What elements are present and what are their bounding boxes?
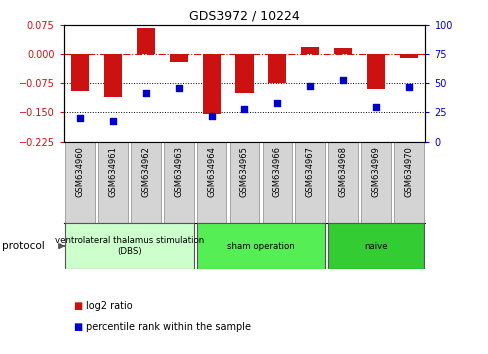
Text: GSM634962: GSM634962	[141, 146, 150, 196]
Bar	[235, 54, 253, 93]
Bar	[65, 142, 95, 223]
Bar	[328, 223, 423, 269]
Text: GSM634969: GSM634969	[371, 146, 380, 196]
Bar	[262, 142, 292, 223]
Point	[109, 118, 117, 124]
Bar	[393, 142, 423, 223]
Text: protocol: protocol	[2, 241, 45, 251]
Text: GSM634967: GSM634967	[305, 146, 314, 197]
Text: GSM634963: GSM634963	[174, 146, 183, 197]
Point	[174, 85, 182, 91]
Bar	[295, 142, 325, 223]
Bar	[196, 142, 226, 223]
Point	[371, 104, 379, 109]
Text: GSM634966: GSM634966	[272, 146, 281, 197]
Text: naive: naive	[364, 241, 387, 251]
Bar	[399, 54, 417, 58]
Text: ■: ■	[73, 322, 82, 332]
Point	[306, 83, 314, 88]
Point	[207, 113, 215, 119]
Text: log2 ratio: log2 ratio	[85, 301, 132, 311]
Point	[339, 77, 346, 82]
Bar	[361, 142, 390, 223]
Text: GSM634970: GSM634970	[404, 146, 413, 196]
Bar	[71, 54, 89, 91]
Bar	[65, 223, 193, 269]
Bar	[328, 142, 357, 223]
Bar	[169, 54, 187, 62]
Text: ■: ■	[73, 301, 82, 311]
Text: GSM634968: GSM634968	[338, 146, 347, 197]
Bar	[163, 142, 193, 223]
Point	[273, 100, 281, 106]
Bar	[333, 48, 351, 54]
Point	[76, 115, 84, 121]
Text: GSM634960: GSM634960	[75, 146, 84, 196]
Text: GSM634964: GSM634964	[207, 146, 216, 196]
Bar	[137, 28, 155, 54]
Text: GSM634961: GSM634961	[108, 146, 117, 196]
Point	[240, 106, 248, 112]
Bar	[196, 223, 325, 269]
Bar	[229, 142, 259, 223]
Bar	[366, 54, 385, 89]
Bar	[98, 142, 127, 223]
Text: sham operation: sham operation	[226, 241, 294, 251]
Text: percentile rank within the sample: percentile rank within the sample	[85, 322, 250, 332]
Bar	[131, 142, 160, 223]
Bar	[202, 54, 220, 114]
Text: ventrolateral thalamus stimulation
(DBS): ventrolateral thalamus stimulation (DBS)	[55, 236, 203, 256]
Text: GSM634965: GSM634965	[240, 146, 248, 196]
Point	[404, 84, 412, 90]
Bar	[103, 54, 122, 97]
Title: GDS3972 / 10224: GDS3972 / 10224	[189, 9, 299, 22]
Point	[142, 90, 149, 95]
Bar	[268, 54, 286, 83]
Bar	[301, 47, 319, 54]
